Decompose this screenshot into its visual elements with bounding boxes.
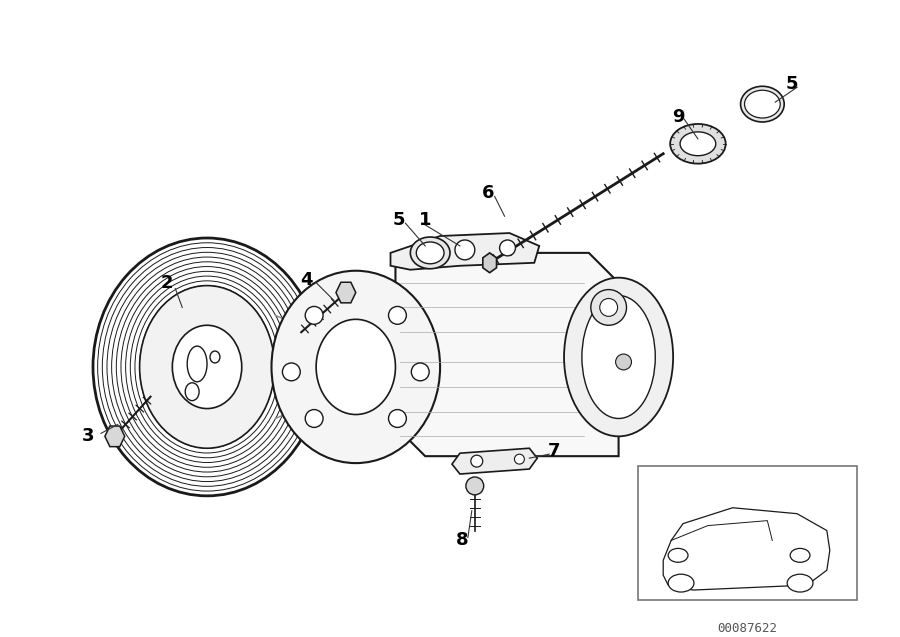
Ellipse shape — [172, 326, 242, 408]
Ellipse shape — [140, 285, 274, 448]
Ellipse shape — [316, 319, 395, 415]
Ellipse shape — [93, 238, 321, 496]
Ellipse shape — [582, 296, 655, 419]
Text: 8: 8 — [455, 531, 468, 550]
Circle shape — [283, 363, 301, 381]
Circle shape — [455, 240, 475, 260]
Ellipse shape — [599, 299, 617, 317]
Ellipse shape — [744, 90, 780, 118]
Circle shape — [305, 410, 323, 427]
Ellipse shape — [788, 574, 813, 592]
Ellipse shape — [668, 548, 688, 562]
Ellipse shape — [210, 351, 220, 363]
Polygon shape — [105, 426, 125, 447]
Ellipse shape — [680, 132, 716, 155]
Circle shape — [466, 477, 483, 495]
Ellipse shape — [185, 383, 199, 401]
Text: 1: 1 — [419, 211, 431, 229]
Circle shape — [515, 454, 525, 464]
Ellipse shape — [790, 548, 810, 562]
Ellipse shape — [590, 290, 626, 326]
Circle shape — [411, 363, 429, 381]
Ellipse shape — [668, 574, 694, 592]
Text: 4: 4 — [300, 271, 312, 289]
Ellipse shape — [410, 237, 450, 269]
Text: 5: 5 — [786, 75, 798, 93]
Ellipse shape — [187, 346, 207, 382]
Polygon shape — [663, 508, 830, 590]
Ellipse shape — [670, 124, 725, 164]
Circle shape — [389, 410, 407, 427]
Text: 5: 5 — [392, 211, 405, 229]
Polygon shape — [336, 282, 356, 303]
Ellipse shape — [616, 354, 632, 370]
Circle shape — [389, 306, 407, 324]
Text: 7: 7 — [548, 442, 561, 460]
Text: 2: 2 — [161, 274, 174, 292]
Polygon shape — [482, 253, 497, 273]
Polygon shape — [452, 448, 537, 474]
Polygon shape — [395, 253, 618, 456]
Ellipse shape — [564, 278, 673, 436]
Bar — [638, 466, 857, 600]
Ellipse shape — [741, 86, 784, 122]
Circle shape — [500, 240, 516, 256]
Text: 3: 3 — [82, 427, 94, 445]
Circle shape — [471, 455, 482, 467]
Polygon shape — [391, 233, 539, 269]
Text: 9: 9 — [671, 108, 684, 126]
Text: 6: 6 — [482, 184, 494, 203]
Ellipse shape — [417, 242, 444, 264]
Text: 00087622: 00087622 — [717, 622, 778, 635]
Ellipse shape — [272, 271, 440, 463]
Circle shape — [305, 306, 323, 324]
